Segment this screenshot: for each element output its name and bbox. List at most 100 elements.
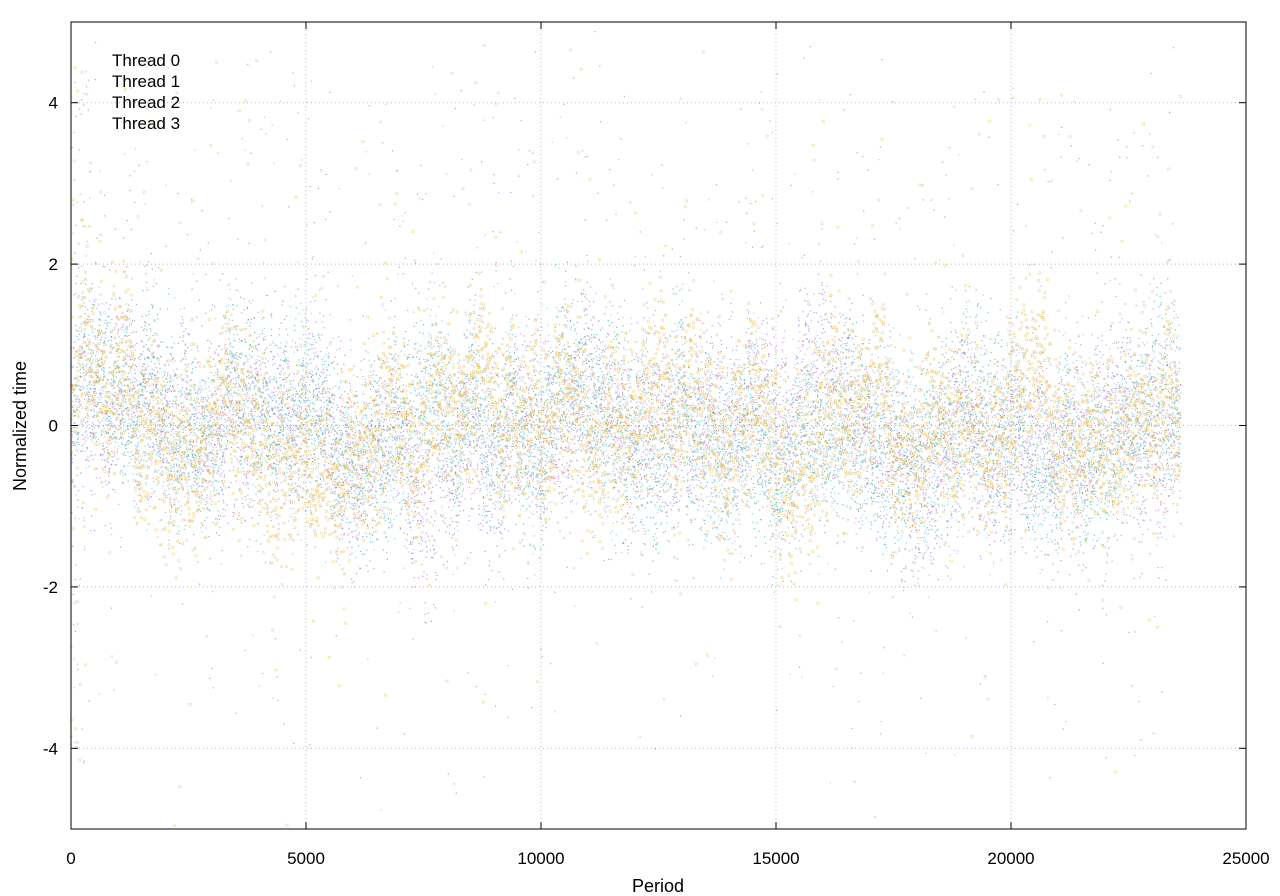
data-point: [76, 367, 77, 368]
data-point: [426, 546, 427, 547]
data-point: [341, 368, 342, 369]
data-point: [671, 430, 672, 431]
data-point: [893, 403, 894, 404]
data-point: [532, 335, 533, 336]
data-point: [825, 350, 826, 351]
data-point: [536, 504, 537, 505]
data-point: [486, 477, 487, 478]
data-point: [447, 464, 448, 465]
data-point: [75, 579, 76, 580]
data-point: [693, 456, 694, 457]
data-point: [710, 343, 711, 344]
data-point: [723, 437, 724, 438]
data-point: [244, 309, 245, 310]
data-point: [181, 461, 182, 462]
data-point: [688, 493, 689, 494]
data-point: [456, 476, 457, 477]
data-point: [378, 426, 379, 427]
data-point: [882, 474, 883, 475]
data-point: [769, 120, 770, 121]
data-point: [951, 357, 952, 358]
data-point: [418, 577, 419, 578]
data-point: [814, 410, 815, 411]
data-point: [499, 556, 500, 557]
data-point: [901, 519, 902, 520]
data-point: [769, 427, 770, 428]
data-point: [560, 417, 561, 418]
data-point: [798, 317, 799, 318]
data-point: [252, 451, 253, 452]
data-point: [679, 413, 680, 414]
data-point: [293, 72, 294, 73]
data-point: [76, 384, 77, 385]
data-point: [255, 345, 256, 346]
data-point: [842, 468, 843, 469]
data-point: [933, 559, 934, 560]
data-point: [169, 488, 170, 489]
data-point: [519, 176, 520, 177]
data-point: [841, 377, 842, 378]
data-point: [596, 391, 597, 392]
data-point: [218, 354, 219, 355]
data-point: [450, 524, 451, 525]
data-point: [252, 375, 253, 376]
data-point: [853, 351, 854, 352]
data-point: [771, 419, 772, 420]
data-point: [260, 412, 261, 413]
data-point: [247, 392, 248, 393]
data-point: [900, 454, 901, 455]
data-point: [923, 199, 924, 200]
data-point: [365, 382, 366, 383]
data-point: [640, 474, 641, 475]
data-point: [459, 443, 460, 444]
data-point: [334, 395, 335, 396]
data-point: [102, 443, 103, 444]
data-point: [199, 467, 200, 468]
data-point: [886, 471, 887, 472]
data-point: [824, 331, 825, 332]
data-point: [636, 353, 637, 354]
data-point: [246, 482, 247, 483]
data-point: [783, 337, 784, 338]
data-point: [877, 463, 878, 464]
data-point: [792, 527, 793, 528]
data-point: [790, 485, 791, 486]
data-point: [711, 493, 712, 494]
data-point: [512, 589, 513, 590]
data-point: [623, 466, 624, 467]
data-point: [511, 446, 512, 447]
data-point: [124, 319, 125, 320]
data-point: [476, 451, 477, 452]
data-point: [915, 548, 916, 549]
data-point: [90, 530, 91, 531]
data-point: [581, 440, 582, 441]
data-point: [455, 455, 456, 456]
data-point: [730, 417, 731, 418]
data-point: [960, 411, 961, 412]
data-point: [506, 465, 507, 466]
data-point: [152, 374, 153, 375]
data-point: [199, 403, 200, 404]
data-point: [775, 398, 776, 399]
data-point: [439, 477, 440, 478]
data-point: [154, 471, 155, 472]
data-point: [512, 441, 513, 442]
data-point: [132, 431, 133, 432]
data-point: [355, 516, 356, 517]
data-point: [629, 529, 630, 530]
data-point: [566, 380, 567, 381]
data-point: [968, 385, 969, 386]
data-point: [691, 522, 692, 523]
data-point: [664, 443, 665, 444]
data-point: [294, 373, 295, 374]
data-point: [577, 429, 578, 430]
data-point: [675, 461, 676, 462]
data-point: [624, 425, 625, 426]
data-point: [432, 536, 433, 537]
data-point: [521, 418, 522, 419]
data-point: [196, 281, 197, 282]
data-point: [467, 558, 468, 559]
data-point: [467, 374, 468, 375]
data-point: [846, 385, 847, 386]
data-point: [334, 513, 335, 514]
